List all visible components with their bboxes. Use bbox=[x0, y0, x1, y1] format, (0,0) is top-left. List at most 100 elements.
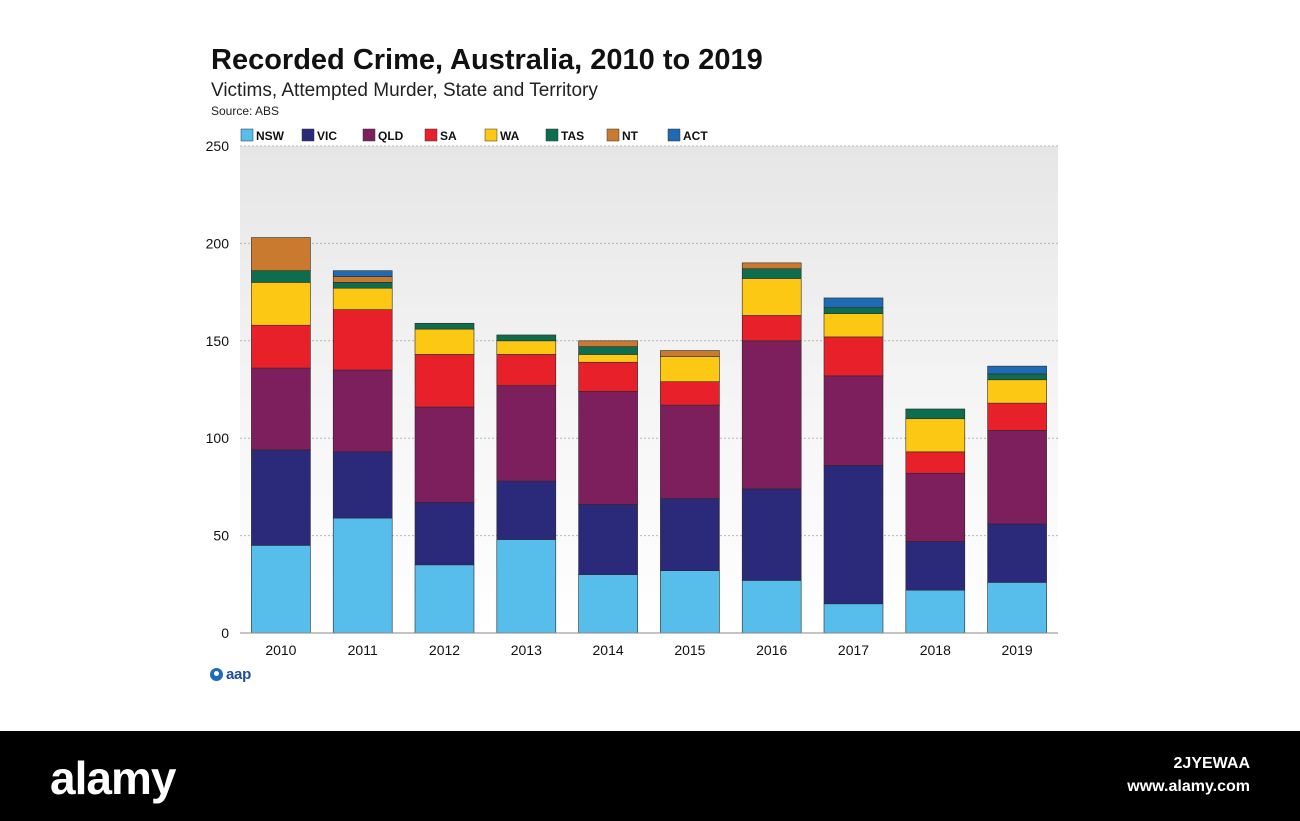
bar-sa-2018 bbox=[905, 451, 966, 474]
bar-sa-2014 bbox=[578, 361, 638, 392]
legend-label-tas: TAS bbox=[561, 129, 584, 143]
x-tick-label: 2015 bbox=[674, 642, 705, 658]
bar-qld-2010 bbox=[251, 367, 311, 451]
bar-wa-2019 bbox=[987, 379, 1047, 404]
bar-sa-2017 bbox=[823, 336, 884, 377]
bar-vic-2017 bbox=[823, 465, 884, 605]
legend-label-sa: SA bbox=[440, 129, 457, 143]
x-tick-label: 2017 bbox=[838, 642, 869, 658]
bar-qld-2019 bbox=[987, 430, 1047, 525]
bar-nsw-2013 bbox=[496, 539, 557, 634]
y-tick-label: 0 bbox=[221, 625, 229, 641]
legend-swatch-vic bbox=[301, 128, 315, 142]
bar-wa-2011 bbox=[332, 287, 393, 310]
bar-act-2017 bbox=[823, 297, 884, 308]
legend-label-qld: QLD bbox=[378, 129, 404, 143]
bar-nsw-2016 bbox=[741, 580, 802, 634]
bar-tas-2017 bbox=[823, 307, 884, 314]
footer-brand: alamy bbox=[50, 752, 176, 804]
bar-qld-2012 bbox=[414, 406, 475, 503]
bar-nt-2016 bbox=[741, 262, 802, 270]
bar-sa-2012 bbox=[414, 354, 475, 408]
bar-qld-2018 bbox=[905, 472, 966, 542]
bar-tas-2016 bbox=[741, 268, 802, 279]
bar-nsw-2014 bbox=[578, 574, 638, 634]
stacked-bar-chart: 0 50 100 150 200 250 2010 2011 2012 2013 2014 2015 2… bbox=[206, 128, 1058, 658]
x-tick-label: 2019 bbox=[1002, 642, 1033, 658]
bar-qld-2011 bbox=[332, 369, 393, 453]
footer-image-id: 2JYEWAA bbox=[1173, 755, 1250, 772]
bar-qld-2017 bbox=[823, 375, 884, 466]
legend-label-nt: NT bbox=[622, 129, 639, 143]
y-tick-label: 250 bbox=[206, 138, 230, 154]
chart-subtitle: Victims, Attempted Murder, State and Ter… bbox=[211, 80, 598, 101]
bar-act-2019 bbox=[987, 365, 1047, 375]
y-tick-label: 50 bbox=[213, 528, 229, 544]
bar-wa-2016 bbox=[741, 278, 802, 316]
bar-vic-2016 bbox=[741, 488, 802, 581]
bar-qld-2013 bbox=[496, 385, 557, 482]
bar-sa-2010 bbox=[251, 324, 311, 369]
bar-wa-2014 bbox=[578, 354, 638, 363]
x-tick-label: 2013 bbox=[511, 642, 542, 658]
bar-nsw-2018 bbox=[905, 589, 966, 634]
bar-tas-2014 bbox=[578, 346, 638, 355]
bar-qld-2016 bbox=[741, 340, 802, 490]
x-tick-label: 2016 bbox=[756, 642, 787, 658]
bar-nsw-2011 bbox=[332, 517, 393, 634]
legend-swatch-act bbox=[667, 128, 681, 142]
aap-logo-text: aap bbox=[226, 666, 251, 683]
bar-tas-2010 bbox=[251, 270, 311, 283]
bar-wa-2012 bbox=[414, 328, 475, 355]
bar-vic-2014 bbox=[578, 504, 638, 575]
bar-vic-2018 bbox=[905, 541, 966, 591]
bar-nt-2011 bbox=[332, 276, 393, 283]
legend-label-act: ACT bbox=[683, 129, 708, 143]
y-tick-label: 100 bbox=[206, 430, 230, 446]
bar-tas-2018 bbox=[905, 408, 966, 420]
chart-title: Recorded Crime, Australia, 2010 to 2019 bbox=[211, 44, 763, 76]
bar-wa-2015 bbox=[660, 356, 720, 383]
legend-swatch-qld bbox=[362, 128, 376, 142]
bar-sa-2015 bbox=[660, 381, 720, 406]
legend-swatch-nsw bbox=[240, 128, 254, 142]
bar-tas-2012 bbox=[414, 322, 475, 330]
bar-nsw-2019 bbox=[987, 582, 1047, 634]
aap-logo: aap bbox=[210, 666, 251, 683]
aap-logo-icon bbox=[210, 668, 223, 681]
bar-vic-2011 bbox=[332, 451, 393, 519]
bar-wa-2018 bbox=[905, 418, 966, 453]
y-tick-label: 150 bbox=[206, 333, 230, 349]
bar-nt-2015 bbox=[660, 350, 720, 357]
bar-nsw-2015 bbox=[660, 570, 720, 634]
bar-sa-2013 bbox=[496, 354, 557, 386]
bar-nsw-2017 bbox=[823, 603, 884, 634]
bar-vic-2012 bbox=[414, 502, 475, 566]
x-tick-label: 2014 bbox=[593, 642, 624, 658]
legend-swatch-nt bbox=[606, 128, 620, 142]
bar-sa-2011 bbox=[332, 309, 393, 371]
bar-qld-2015 bbox=[660, 404, 720, 499]
bar-vic-2010 bbox=[251, 449, 311, 546]
x-tick-label: 2018 bbox=[920, 642, 951, 658]
bar-nt-2014 bbox=[578, 340, 638, 347]
bar-tas-2019 bbox=[987, 373, 1047, 381]
x-tick-label: 2010 bbox=[265, 642, 296, 658]
bar-nsw-2012 bbox=[414, 564, 475, 634]
legend-label-wa: WA bbox=[500, 129, 520, 143]
bar-vic-2013 bbox=[496, 480, 557, 540]
y-tick-label: 200 bbox=[206, 235, 230, 251]
bar-tas-2011 bbox=[332, 282, 393, 289]
chart-source: Source: ABS bbox=[211, 104, 280, 118]
footer-bar: alamy 2JYEWAA www.alamy.com bbox=[0, 731, 1300, 821]
x-tick-label: 2012 bbox=[429, 642, 460, 658]
bar-wa-2017 bbox=[823, 313, 884, 338]
bar-wa-2010 bbox=[251, 282, 311, 326]
legend-label-vic: VIC bbox=[317, 129, 337, 143]
bar-tas-2013 bbox=[496, 334, 557, 342]
bar-wa-2013 bbox=[496, 340, 557, 355]
bar-vic-2019 bbox=[987, 523, 1047, 583]
bar-sa-2019 bbox=[987, 402, 1047, 431]
bar-qld-2014 bbox=[578, 391, 638, 505]
bar-sa-2016 bbox=[741, 315, 802, 342]
